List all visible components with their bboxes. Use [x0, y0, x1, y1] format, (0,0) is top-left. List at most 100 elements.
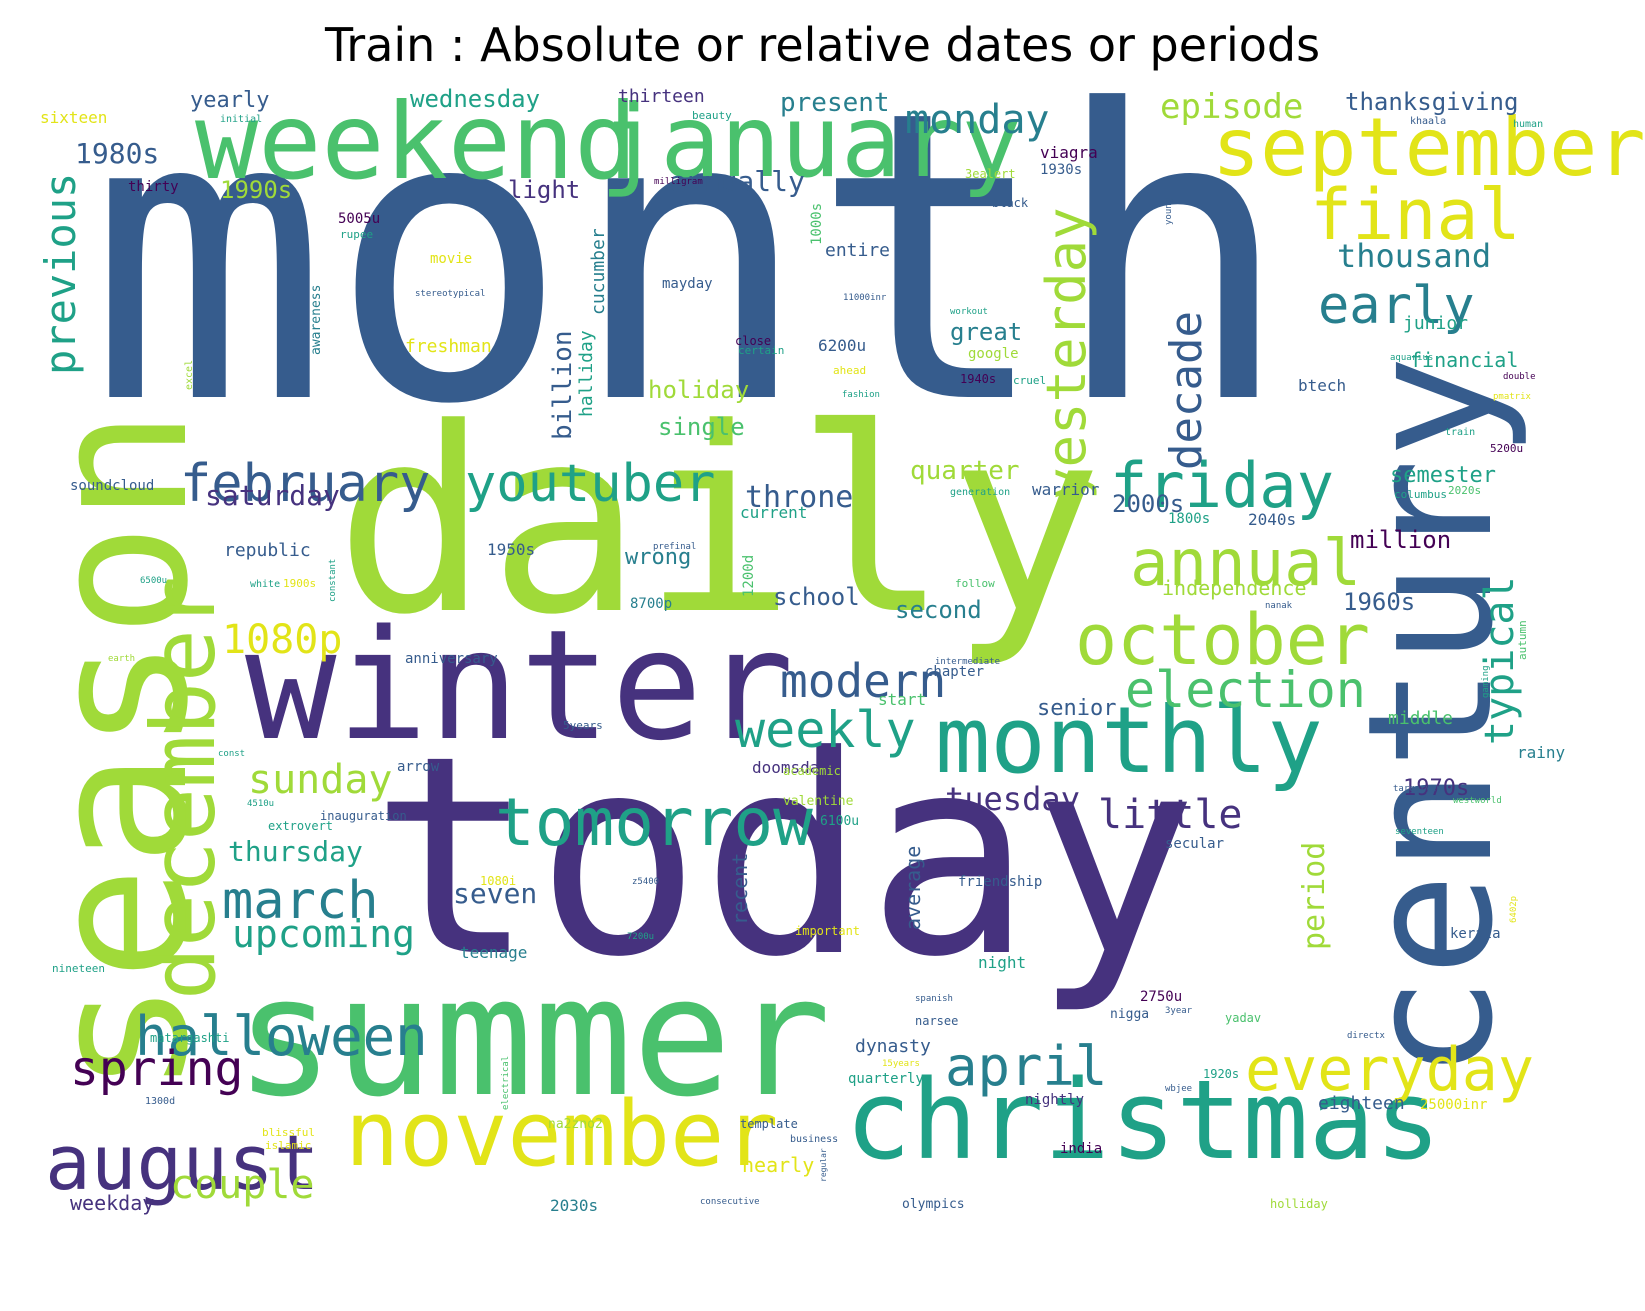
word-const: const [218, 749, 246, 759]
word-stereotypical: stereotypical [415, 289, 486, 299]
word-1080i: 1080i [480, 874, 517, 888]
word-sixteen: sixteen [40, 108, 108, 127]
word-modern: modern [780, 654, 947, 708]
word-sunday: sunday [248, 757, 393, 803]
word-beauty: beauty [692, 109, 732, 122]
word-yadav: yadav [1225, 1011, 1262, 1025]
word-freshman: freshman [405, 336, 492, 357]
word-regular: regular [819, 1148, 828, 1182]
word-double: double [1503, 372, 1536, 382]
word-25000inr: 25000inr [1420, 1097, 1488, 1113]
word-young: young [1164, 197, 1174, 225]
word-earth: earth [108, 654, 136, 664]
word-february: february [180, 454, 431, 514]
word-christmas: christmas [845, 1056, 1442, 1184]
word-episode: episode [1160, 87, 1304, 127]
word-business: business [790, 1134, 839, 1145]
word-school: school [773, 583, 860, 611]
word-inauguration: inauguration [320, 809, 407, 823]
word-matargashti: matargashti [150, 1031, 230, 1045]
word-independence: independence [1162, 576, 1307, 600]
word-wednesday: wednesday [410, 85, 541, 113]
word-quarterly: quarterly [848, 1071, 924, 1087]
word-republic: republic [224, 540, 311, 561]
word-friday: friday [1110, 449, 1334, 522]
word-1000s: 1000s [809, 202, 825, 245]
word-election: election [1125, 661, 1366, 719]
word-senior: senior [1037, 696, 1117, 721]
word-previous: previous [36, 172, 85, 375]
word-early: early [1318, 276, 1475, 336]
word-1800s: 1800s [1168, 511, 1211, 527]
word-2020s: 2020s [1448, 484, 1482, 497]
word-seventeen: seventeen [1395, 827, 1444, 837]
word-april: april [945, 1035, 1108, 1098]
word-excel: excel [184, 359, 195, 390]
word-1080p: 1080p [222, 617, 343, 663]
chart-title: Train : Absolute or relative dates or pe… [324, 18, 1321, 72]
word-entire: entire [825, 240, 891, 261]
word-6100u: 6100u [820, 814, 860, 829]
word-december: december [132, 576, 235, 1000]
word-month: month [88, 27, 1293, 492]
word-valentine: valentine [783, 794, 854, 809]
word-nanak: nanak [1265, 601, 1293, 611]
word-weekday: weekday [70, 1191, 155, 1215]
word-chapter: chapter [925, 664, 985, 680]
word-average: average [901, 845, 925, 930]
word-tomorrow: tomorrow [495, 784, 813, 861]
word-single: single [658, 413, 745, 441]
word-aquarius: aquarius [1390, 353, 1434, 363]
word-annually: annually [670, 165, 805, 198]
word-doomsday: doomsday [752, 758, 830, 777]
word-milligram: milligram [654, 177, 703, 187]
word-arrow: arrow [397, 759, 440, 775]
word-billion: billion [548, 330, 578, 440]
word-cruel: cruel [1013, 374, 1047, 387]
word-wrong: wrong [625, 545, 692, 570]
word-8700p: 8700p [630, 596, 673, 612]
word-quarter: quarter [910, 456, 1020, 486]
word-consecutive: consecutive [700, 1197, 760, 1207]
word-extrovert: extrovert [268, 819, 334, 833]
word-middle: middle [1388, 708, 1454, 729]
word-human: human [1513, 119, 1544, 130]
word-electrical: electrical [501, 1055, 511, 1110]
word-little: little [1098, 792, 1243, 838]
word-second: second [895, 596, 982, 624]
word-teenage: teenage [460, 943, 528, 962]
word-workout: workout [950, 307, 988, 317]
word-template: template [740, 1117, 798, 1131]
word-secular: secular [1165, 836, 1225, 852]
word-daily: daily [335, 374, 1103, 671]
word-1920s: 1920s [1203, 1067, 1240, 1081]
word-financial: financial [1410, 348, 1519, 372]
word-academic: academic [783, 764, 841, 778]
word-million: million [1350, 526, 1452, 554]
word-everyday: everyday [1245, 1035, 1534, 1105]
word-olympics: olympics [902, 1197, 965, 1212]
word-1900s: 1900s [283, 577, 317, 590]
word-1300d: 1300d [145, 1096, 176, 1107]
word-thousand: thousand [1337, 237, 1492, 275]
word-close: close [735, 334, 772, 348]
word-initial: initial [220, 114, 263, 125]
word-6500u: 6500u [140, 576, 168, 586]
word-narsee: narsee [915, 1014, 959, 1028]
word-cucumber: cucumber [588, 228, 609, 315]
word-5200u: 5200u [1490, 442, 1524, 455]
word-anniversary: anniversary [405, 651, 498, 667]
word-summer: summer [235, 941, 832, 1133]
word-intermediate: intermediate [935, 657, 1001, 667]
word-tuesday: tuesday [945, 780, 1080, 818]
word-1950s: 1950s [487, 540, 536, 559]
word-final: final [1310, 174, 1521, 256]
word-holliday: holliday [1270, 1197, 1328, 1211]
word-india: india [1060, 1141, 1103, 1157]
word-monday: monday [905, 97, 1050, 143]
word-warrior: warrior [1032, 480, 1100, 499]
word-nigga: nigga [1110, 1007, 1150, 1022]
word-gaming: gaming [1481, 665, 1491, 698]
word-certain: certain [738, 344, 785, 357]
word-yearly: yearly [190, 88, 270, 113]
